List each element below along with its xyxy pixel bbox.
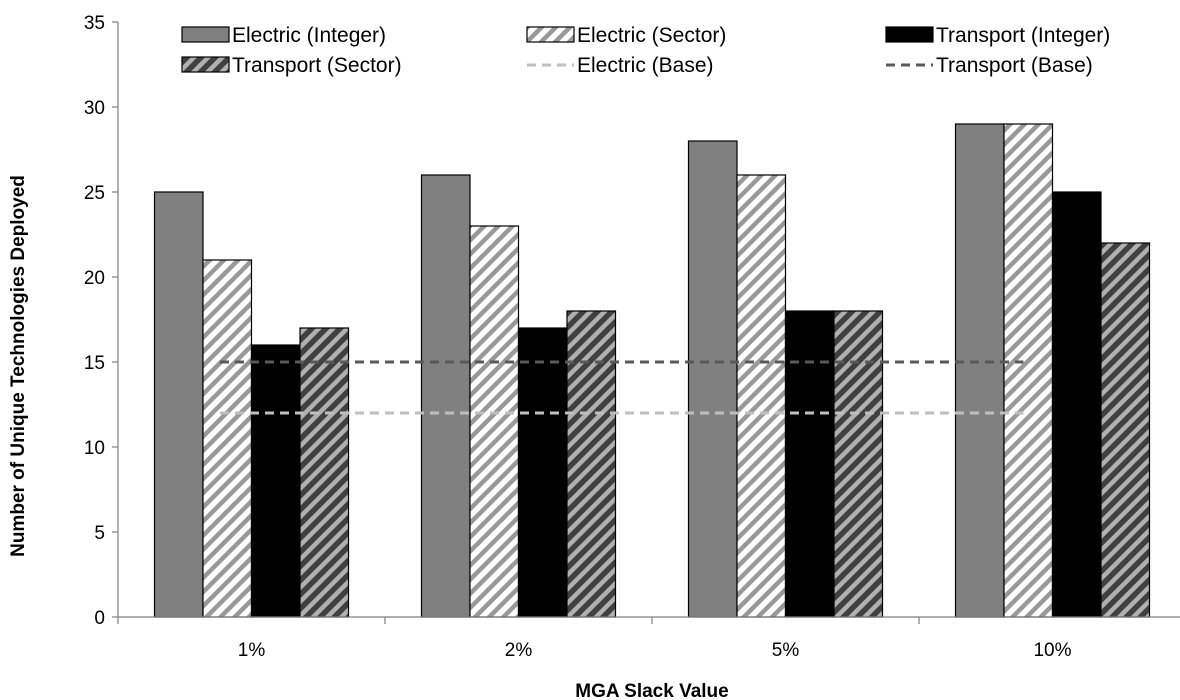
y-axis-title: Number of Unique Technologies Deployed — [8, 175, 29, 557]
bar-electric-integer-5 — [687, 140, 738, 618]
x-axis-title: MGA Slack Value — [575, 681, 728, 700]
bar-transport-sector-10 — [1100, 242, 1151, 618]
bar-transport-integer-5 — [784, 310, 835, 618]
y-tick-label: 15 — [84, 353, 105, 374]
bar-electric-sector-2 — [469, 225, 520, 618]
bar-transport-integer-2 — [517, 327, 568, 618]
legend-swatch — [181, 26, 230, 43]
y-tick-label: 20 — [84, 268, 105, 289]
y-tick-label: 30 — [84, 98, 105, 119]
bar-transport-integer-1 — [250, 344, 301, 618]
legend-label: Transport (Integer) — [936, 24, 1110, 47]
legend-item-transport-base: Transport (Base) — [886, 54, 1093, 77]
x-tick-label: 1% — [238, 640, 266, 661]
bar-electric-integer-1 — [153, 191, 204, 618]
y-tick-label: 35 — [84, 13, 105, 34]
bar-transport-sector-2 — [566, 310, 617, 618]
legend-label: Electric (Base) — [577, 54, 714, 77]
legend-label: Electric (Sector) — [577, 24, 726, 47]
legend-item-electric-integer: Electric (Integer) — [181, 24, 386, 47]
legend-item-transport-integer: Transport (Integer) — [885, 24, 1110, 47]
bar-transport-sector-5 — [833, 310, 884, 618]
bar-transport-integer-10 — [1051, 191, 1102, 618]
legend-label: Transport (Sector) — [232, 54, 402, 77]
y-tick-label: 5 — [94, 523, 105, 544]
x-tick-label: 5% — [772, 640, 800, 661]
legend-item-electric-base: Electric (Base) — [527, 54, 714, 77]
bar-electric-sector-5 — [736, 174, 787, 618]
x-tick-label: 2% — [505, 640, 533, 661]
legend-label: Electric (Integer) — [232, 24, 386, 47]
x-tick-label: 10% — [1033, 640, 1071, 661]
legend-swatch — [181, 56, 230, 73]
bar-electric-sector-10 — [1003, 123, 1054, 618]
y-tick-label: 0 — [94, 608, 105, 629]
legend-swatch — [526, 26, 575, 43]
bar-electric-integer-10 — [954, 123, 1005, 618]
legend-swatch — [885, 26, 934, 43]
bar-electric-sector-1 — [202, 259, 253, 618]
y-tick-label: 10 — [84, 438, 105, 459]
legend-item-transport-sector: Transport (Sector) — [181, 54, 402, 77]
legend-item-electric-sector: Electric (Sector) — [526, 24, 726, 47]
bar-electric-integer-2 — [420, 174, 471, 618]
legend-label: Transport (Base) — [936, 54, 1093, 77]
y-tick-label: 25 — [84, 183, 105, 204]
bar-transport-sector-1 — [299, 327, 350, 618]
